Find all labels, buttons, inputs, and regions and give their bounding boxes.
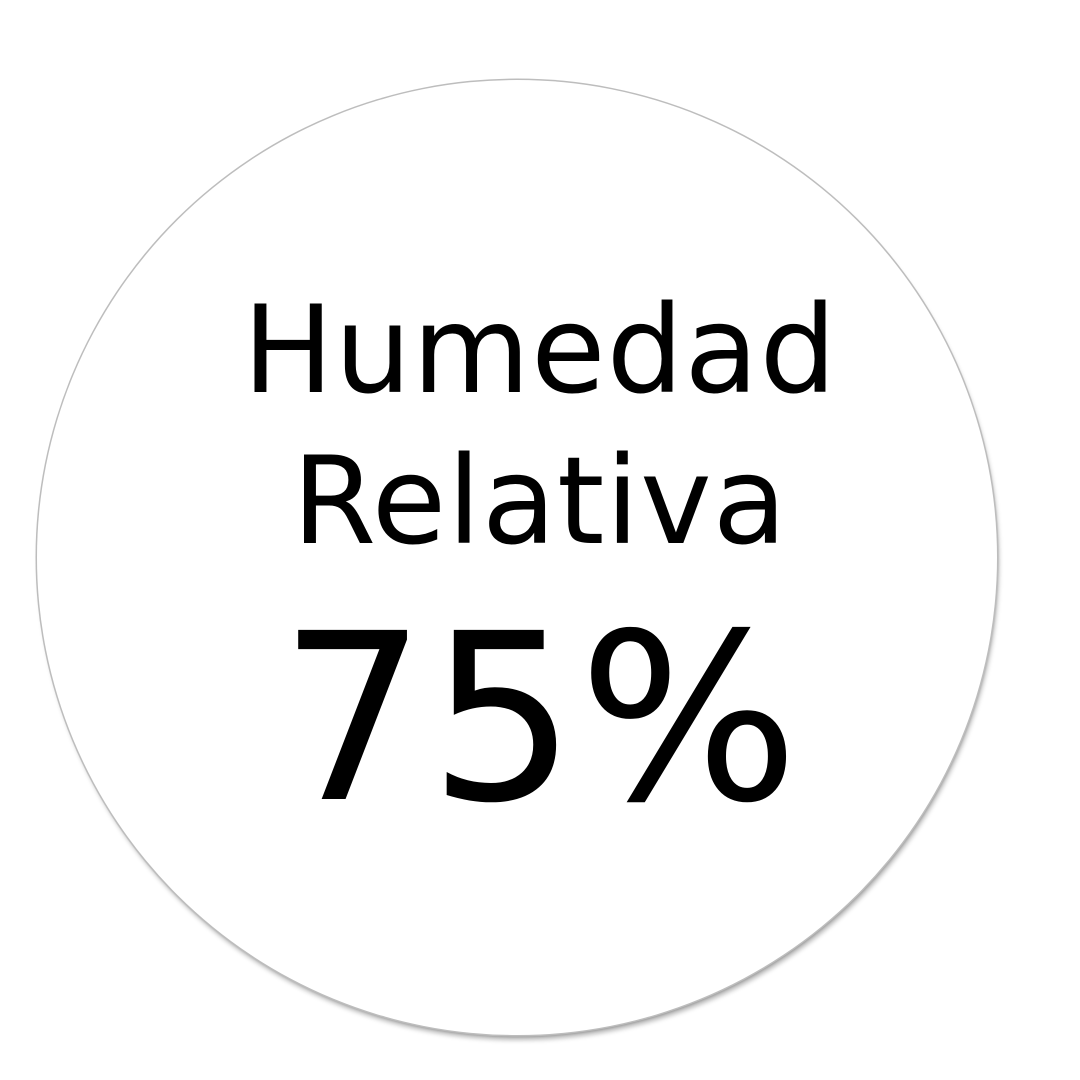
title-line-2: Relativa (292, 431, 788, 572)
title-line-1: Humedad (242, 280, 838, 421)
humidity-circle (37, 80, 997, 1035)
humidity-reading: 75% (279, 584, 801, 854)
